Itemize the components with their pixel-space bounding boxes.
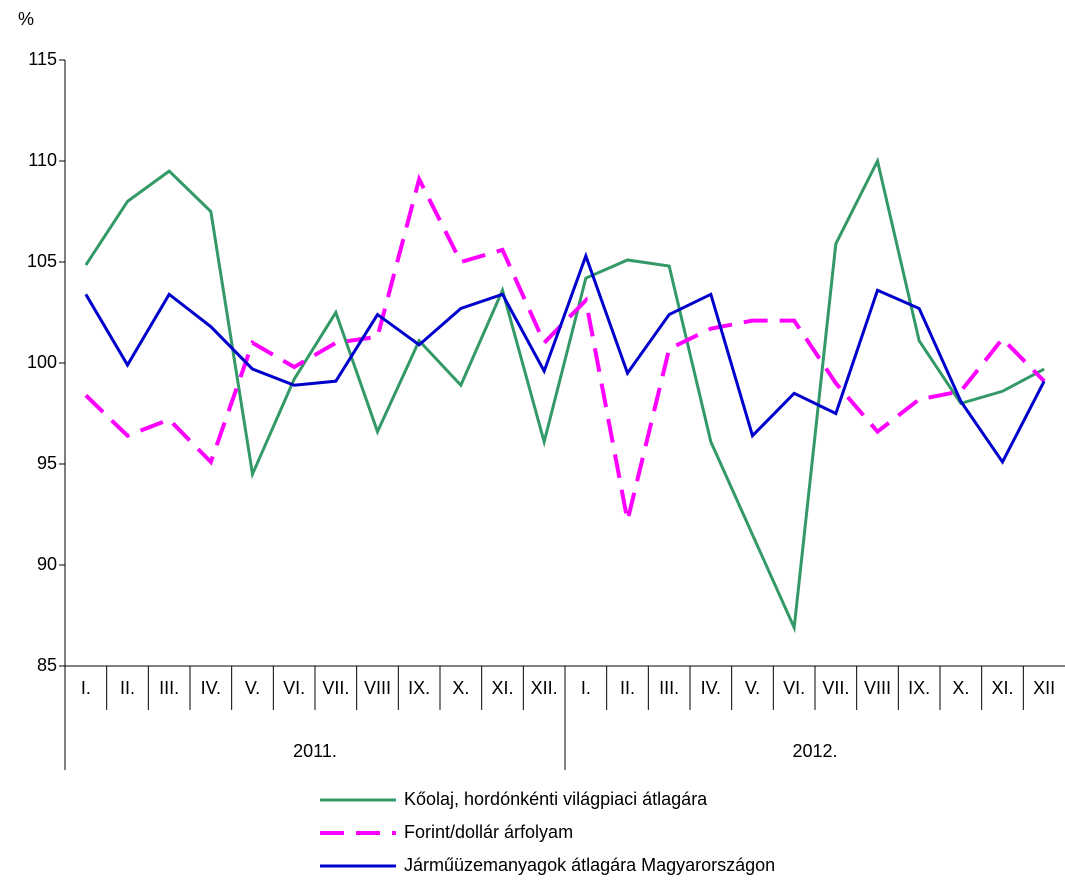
y-unit: % [18, 9, 34, 29]
x-tick-label: IX. [408, 678, 430, 698]
x-tick-label: VII. [822, 678, 849, 698]
y-tick-label: 110 [28, 150, 57, 170]
x-tick-label: XII. [531, 678, 558, 698]
y-tick-label: 85 [37, 655, 57, 675]
x-tick-label: V. [245, 678, 260, 698]
group-label: 2011. [293, 741, 337, 761]
x-tick-label: I. [81, 678, 91, 698]
x-tick-label: III. [159, 678, 179, 698]
y-tick-label: 90 [37, 554, 57, 574]
x-tick-label: XII [1033, 678, 1055, 698]
legend-label: Forint/dollár árfolyam [404, 822, 573, 842]
x-tick-label: IV. [201, 678, 221, 698]
legend-label: Kőolaj, hordónkénti világpiaci átlagára [404, 789, 708, 809]
x-tick-label: II. [620, 678, 635, 698]
series-line [84, 173, 1046, 522]
y-tick-label: 100 [27, 352, 57, 372]
x-tick-label: VIII [364, 678, 391, 698]
x-tick-label: VI. [783, 678, 805, 698]
x-tick-label: V. [745, 678, 760, 698]
x-tick-label: XI. [491, 678, 513, 698]
x-tick-label: IX. [908, 678, 930, 698]
x-tick-label: III. [659, 678, 679, 698]
series-line [84, 156, 1045, 634]
x-tick-label: X. [452, 678, 469, 698]
x-tick-label: I. [581, 678, 591, 698]
group-label: 2012. [792, 741, 837, 761]
y-tick-label: 115 [28, 49, 57, 69]
x-tick-label: VI. [283, 678, 305, 698]
x-tick-label: IV. [701, 678, 721, 698]
y-tick-label: 95 [37, 453, 57, 473]
x-tick-label: VII. [322, 678, 349, 698]
x-tick-label: VIII [864, 678, 891, 698]
y-tick-label: 105 [27, 251, 57, 271]
legend-label: Járműüzemanyagok átlagára Magyarországon [404, 855, 775, 875]
series-line [84, 251, 1046, 465]
x-tick-label: II. [120, 678, 135, 698]
x-tick-label: XI. [991, 678, 1013, 698]
x-tick-label: X. [952, 678, 969, 698]
